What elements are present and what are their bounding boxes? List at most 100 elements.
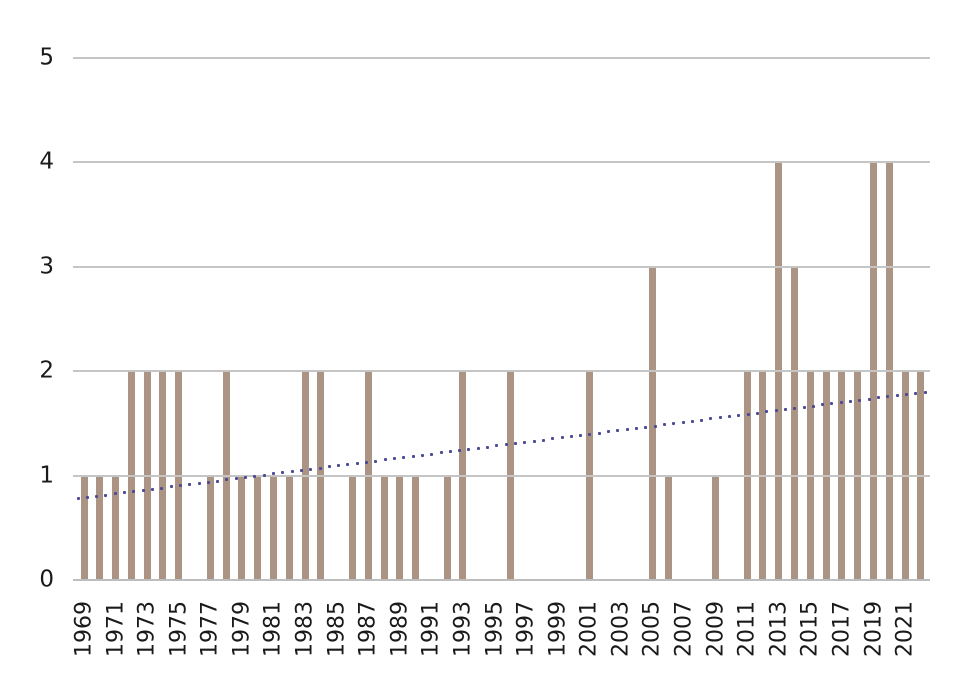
bar-1992 [443, 475, 451, 580]
bar-1989 [396, 475, 404, 580]
trendline-dot [551, 437, 555, 441]
trendline-dot [560, 436, 564, 440]
trendline-dot [783, 408, 787, 412]
bar-1970 [96, 475, 104, 580]
trendline-dot [709, 417, 713, 421]
y-axis-tick-label: 4 [39, 148, 54, 175]
trendline-dot [821, 403, 825, 407]
trendline-dot [337, 464, 341, 468]
trendline-dot [541, 438, 545, 442]
trendline-dot [597, 431, 601, 435]
bar-2009 [712, 475, 720, 580]
trendline-dot [513, 442, 517, 446]
gridline-2 [73, 370, 930, 373]
x-axis-tick-label: 1975 [166, 601, 192, 657]
trendline-dot [411, 454, 415, 458]
trendline-dot [85, 495, 89, 499]
trendline-dot [737, 413, 741, 417]
trendline-dot [886, 395, 890, 399]
trendline-dot [690, 419, 694, 423]
gridline-1 [73, 474, 930, 477]
x-axis-tick-label: 1981 [260, 601, 286, 657]
trendline-dot [802, 405, 806, 409]
trendline-dot [262, 473, 266, 477]
trendline-dot [849, 399, 853, 403]
trendline-dot [430, 452, 434, 456]
bar-1982 [285, 475, 293, 580]
trendline-dot [448, 450, 452, 454]
x-axis-tick-label: 2007 [671, 601, 697, 657]
trendline-dot [644, 425, 648, 429]
gridline-5 [73, 57, 930, 59]
trendline-dot [281, 471, 285, 475]
trendline-dot [569, 435, 573, 439]
y-axis-tick-label: 2 [39, 357, 54, 384]
trendline-dot [923, 390, 927, 394]
trendline-dot [132, 490, 136, 494]
trendline-dot [327, 465, 331, 469]
x-axis-tick-label: 2021 [892, 601, 918, 657]
trendline-dot [439, 451, 443, 455]
trendline-dot [774, 409, 778, 413]
x-axis-tick-label: 2013 [766, 601, 792, 657]
trendline-dot [271, 472, 275, 476]
bar-1990 [412, 475, 420, 580]
trendline-dot [346, 463, 350, 467]
trendline-dot [76, 497, 80, 501]
gridline-3 [73, 265, 930, 268]
trendline-dot [765, 410, 769, 414]
x-axis-tick-label: 1999 [545, 601, 571, 657]
trendline-dot [374, 459, 378, 463]
trendline-dot [486, 445, 490, 449]
bar-1981 [269, 475, 277, 580]
bar-1979 [238, 475, 246, 580]
x-axis-tick-label: 1983 [292, 601, 318, 657]
trendline-dot [160, 486, 164, 490]
bar-2014 [791, 266, 799, 580]
y-axis-tick-label: 3 [39, 253, 54, 280]
bar-2006 [664, 475, 672, 580]
trendline-dot [662, 423, 666, 427]
x-axis-tick-label: 2017 [829, 601, 855, 657]
x-axis-tick-label: 1989 [387, 601, 413, 657]
trendline-dot [867, 397, 871, 401]
trendline-dot [914, 391, 918, 395]
trendline-dot [458, 449, 462, 453]
x-axis-line [73, 579, 930, 581]
x-axis-tick-label: 1993 [450, 601, 476, 657]
y-axis-tick-label: 1 [39, 462, 54, 489]
bar-1969 [80, 475, 88, 580]
x-axis-tick-label: 1995 [482, 601, 508, 657]
x-axis-tick-label: 2019 [861, 601, 886, 657]
trendline-dot [858, 398, 862, 402]
trendline-dot [523, 440, 527, 444]
trendline-dot [495, 444, 499, 448]
trendline-dot [225, 478, 229, 482]
x-axis-tick-label: 2009 [703, 601, 729, 657]
trendline-dot [746, 412, 750, 416]
trendline-dot [700, 418, 704, 422]
trendline-dot [188, 483, 192, 487]
trendline-dot [830, 402, 834, 406]
trendline-dot [299, 468, 303, 472]
y-axis-tick-label: 0 [39, 566, 54, 593]
trendline-dot [178, 484, 182, 488]
trendline-dot [383, 458, 387, 462]
trendline-dot [616, 429, 620, 433]
x-axis-tick-label: 1969 [71, 601, 97, 657]
trendline-dot [206, 480, 210, 484]
trendline-dot [532, 439, 536, 443]
trendline-dot [355, 461, 359, 465]
trendline-dot [309, 467, 313, 471]
trendline-dot [579, 433, 583, 437]
trendline-dot [839, 401, 843, 405]
bar-1988 [380, 475, 388, 580]
trendline-dot [634, 426, 638, 430]
trendline-dot [672, 422, 676, 426]
x-axis-tick-label: 2001 [576, 601, 602, 657]
bar-2005 [648, 266, 656, 580]
x-axis-tick-label: 1985 [324, 601, 350, 657]
bar-1977 [206, 475, 214, 580]
trendline-dot [216, 479, 220, 483]
